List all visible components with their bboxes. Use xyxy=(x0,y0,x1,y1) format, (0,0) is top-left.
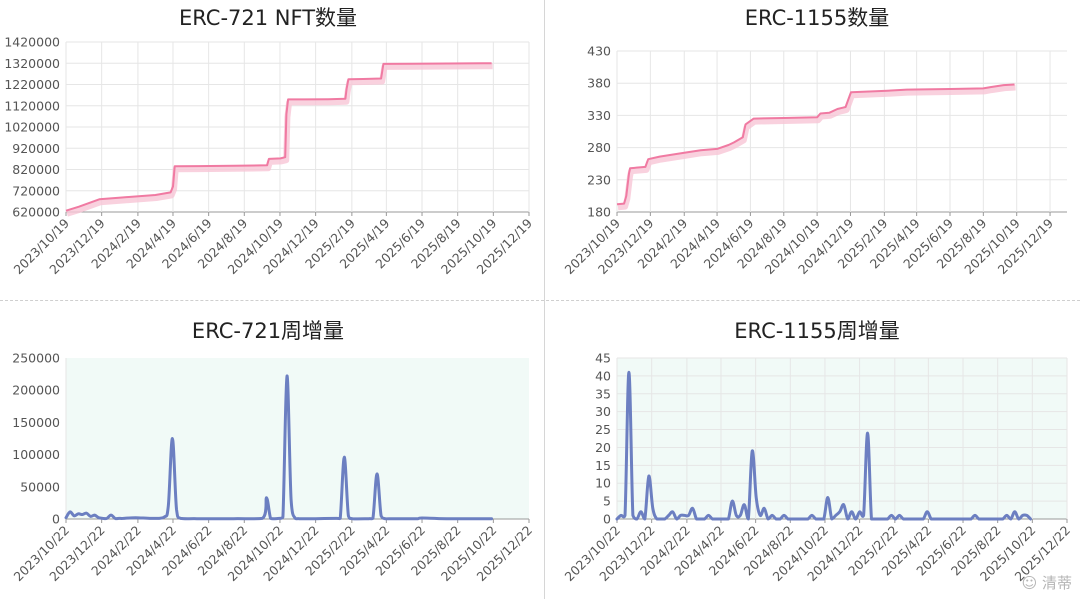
series-line xyxy=(616,83,1015,206)
y-tick-label: 100000 xyxy=(12,447,60,462)
y-tick-label: 720000 xyxy=(12,183,60,198)
y-tick-label: 25 xyxy=(595,422,611,437)
y-tick-label: 1120000 xyxy=(4,98,60,113)
y-tick-label: 330 xyxy=(587,108,611,123)
erc1155-total-chart: ERC-1155数量 180 230 280 330 380 430 2023/10/19 20… xyxy=(546,0,1080,300)
vertical-divider xyxy=(544,0,545,599)
plot-background xyxy=(66,358,529,519)
erc721-total-chart: ERC-721 NFT数量 620000 720000 820000 920000 102… xyxy=(0,0,544,300)
y-tick-label: 620000 xyxy=(12,205,60,220)
series-line-shadow xyxy=(617,84,1016,211)
y-tick-label: 1420000 xyxy=(4,35,60,50)
chart-title: ERC-1155数量 xyxy=(745,6,890,30)
y-tick-label: 1320000 xyxy=(4,56,60,71)
y-tick-label: 250000 xyxy=(12,351,60,366)
erc721-total-svg: ERC-721 NFT数量 620000 720000 820000 920000 102… xyxy=(4,6,535,277)
y-tick-label: 30 xyxy=(595,404,611,419)
erc721-weekly-svg: ERC-721周增量 0 50000 100000 150000 200000 250000… xyxy=(11,319,536,584)
y-tick-label: 45 xyxy=(595,351,611,366)
y-tick-label: 35 xyxy=(595,386,611,401)
y-tick-label: 380 xyxy=(587,76,611,91)
y-tick-label: 180 xyxy=(587,205,611,220)
chart-title: ERC-721周增量 xyxy=(192,319,344,343)
watermark: ☺ 清蒂 xyxy=(1022,572,1072,593)
y-tick-label: 15 xyxy=(595,458,611,473)
horizontal-divider xyxy=(0,300,1080,301)
chart-title: ERC-721 NFT数量 xyxy=(179,6,357,30)
y-tick-label: 5 xyxy=(603,494,611,509)
y-tick-label: 20 xyxy=(595,440,611,455)
y-tick-label: 50000 xyxy=(20,479,60,494)
y-tick-label: 0 xyxy=(603,512,611,527)
y-tick-label: 820000 xyxy=(12,162,60,177)
chart-title: ERC-1155周增量 xyxy=(734,319,900,343)
erc721-weekly-chart: ERC-721周增量 0 50000 100000 150000 200000 250000… xyxy=(0,302,544,599)
series-line xyxy=(64,374,494,521)
y-tick-label: 200000 xyxy=(12,383,60,398)
y-tick-label: 150000 xyxy=(12,415,60,430)
series-line xyxy=(615,370,1033,521)
series-line-shadow xyxy=(66,63,493,217)
y-tick-label: 40 xyxy=(595,368,611,383)
y-tick-label: 10 xyxy=(595,476,611,491)
erc1155-weekly-chart: ERC-1155周增量 0 5 10 15 20 25 30 35 40 45 2023/10/22 2… xyxy=(546,302,1080,599)
series-line xyxy=(65,62,492,212)
y-tick-label: 280 xyxy=(587,140,611,155)
y-tick-label: 1220000 xyxy=(4,77,60,92)
y-tick-label: 920000 xyxy=(12,141,60,156)
erc1155-weekly-svg: ERC-1155周增量0510152025303540452023/10/222… xyxy=(562,319,1074,584)
y-tick-label: 0 xyxy=(52,512,60,527)
erc1155-total-svg: ERC-1155数量1802302803303804302023/10/1920… xyxy=(562,6,1067,277)
y-tick-label: 1020000 xyxy=(4,120,60,135)
watermark-text: 清蒂 xyxy=(1041,574,1072,592)
y-tick-label: 430 xyxy=(587,44,611,59)
y-tick-label: 230 xyxy=(587,172,611,187)
plot-background xyxy=(617,358,1067,519)
wechat-icon: ☺ xyxy=(1021,574,1038,592)
